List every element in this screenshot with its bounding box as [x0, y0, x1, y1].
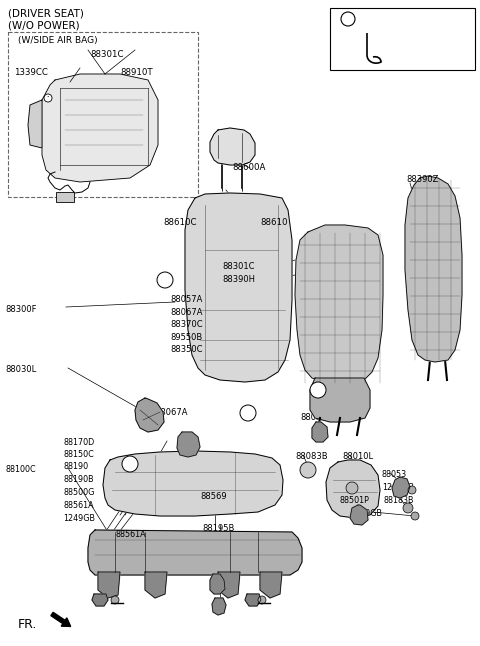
Polygon shape — [245, 594, 261, 606]
Polygon shape — [28, 100, 42, 148]
Text: 88067A: 88067A — [155, 408, 188, 417]
Polygon shape — [350, 505, 368, 525]
Text: 88910T: 88910T — [120, 68, 153, 77]
Text: (DRIVER SEAT): (DRIVER SEAT) — [8, 8, 84, 18]
Text: 88501P: 88501P — [340, 496, 370, 505]
Text: 1339CC: 1339CC — [14, 68, 48, 77]
Text: 88569: 88569 — [200, 492, 227, 501]
Circle shape — [44, 94, 52, 102]
Circle shape — [341, 12, 355, 26]
Text: 88067A: 88067A — [170, 308, 203, 317]
Polygon shape — [310, 378, 370, 422]
Circle shape — [408, 486, 416, 494]
Text: 1249GB: 1249GB — [350, 509, 382, 518]
Text: 88300F: 88300F — [5, 305, 36, 314]
Circle shape — [240, 405, 256, 421]
Text: 89550B: 89550B — [170, 333, 202, 342]
Polygon shape — [218, 572, 240, 598]
Text: 88500G: 88500G — [63, 488, 95, 497]
Polygon shape — [98, 572, 120, 598]
Text: FR.: FR. — [18, 618, 37, 631]
Text: 88301C: 88301C — [222, 262, 254, 271]
Circle shape — [403, 503, 413, 513]
Text: 88030L: 88030L — [5, 365, 36, 374]
Text: 88390H: 88390H — [222, 275, 255, 284]
Text: 88150C: 88150C — [63, 450, 94, 459]
Text: 88057A: 88057A — [170, 295, 203, 304]
Polygon shape — [92, 594, 108, 606]
Text: 1249GB: 1249GB — [382, 483, 414, 492]
Circle shape — [411, 512, 419, 520]
Polygon shape — [295, 225, 383, 384]
Text: a: a — [346, 14, 350, 23]
Text: 88053: 88053 — [382, 470, 407, 479]
Circle shape — [157, 272, 173, 288]
Circle shape — [122, 456, 138, 472]
Text: 88301C: 88301C — [90, 50, 123, 59]
Text: 88561A: 88561A — [115, 530, 145, 539]
Bar — [330, 8, 475, 70]
Polygon shape — [177, 432, 200, 457]
Polygon shape — [145, 572, 167, 598]
Polygon shape — [405, 176, 462, 362]
Text: 88561A: 88561A — [63, 501, 94, 510]
Polygon shape — [88, 530, 302, 575]
Polygon shape — [42, 74, 158, 182]
Text: a: a — [316, 386, 320, 395]
Text: 88390Z: 88390Z — [406, 175, 438, 184]
Text: a: a — [163, 275, 168, 284]
Polygon shape — [135, 398, 164, 432]
Text: 88100C: 88100C — [5, 465, 36, 474]
Text: 88190: 88190 — [63, 462, 88, 471]
Text: 88083B: 88083B — [295, 452, 328, 461]
Text: 88370C: 88370C — [170, 320, 203, 329]
Circle shape — [258, 596, 266, 604]
Text: 88610C: 88610C — [163, 218, 196, 227]
Text: 00824: 00824 — [360, 14, 391, 24]
Text: 88610: 88610 — [260, 218, 288, 227]
Text: 88190B: 88190B — [63, 475, 94, 484]
Text: a: a — [246, 408, 250, 417]
Text: 88057A: 88057A — [300, 413, 332, 422]
Circle shape — [111, 596, 119, 604]
FancyArrow shape — [51, 612, 71, 627]
Text: 88350C: 88350C — [170, 345, 203, 354]
Bar — [56, 192, 74, 202]
Text: a: a — [128, 459, 132, 468]
Polygon shape — [260, 572, 282, 598]
Text: (W/O POWER): (W/O POWER) — [8, 20, 80, 30]
Polygon shape — [210, 574, 225, 594]
Text: 88600A: 88600A — [232, 163, 265, 172]
Circle shape — [310, 382, 326, 398]
Polygon shape — [210, 128, 255, 165]
Text: •: • — [47, 96, 49, 100]
Circle shape — [346, 482, 358, 494]
Text: 88170D: 88170D — [63, 438, 94, 447]
Polygon shape — [103, 451, 283, 516]
Polygon shape — [212, 598, 226, 615]
Text: 1249GB: 1249GB — [63, 514, 95, 523]
Polygon shape — [326, 460, 380, 518]
Polygon shape — [312, 422, 328, 442]
Text: 88010L: 88010L — [342, 452, 373, 461]
Polygon shape — [392, 477, 410, 498]
Polygon shape — [185, 193, 292, 382]
Text: (W/SIDE AIR BAG): (W/SIDE AIR BAG) — [18, 36, 97, 45]
Circle shape — [300, 462, 316, 478]
Bar — [8, 32, 198, 197]
Text: 88183B: 88183B — [383, 496, 413, 505]
Text: 88195B: 88195B — [202, 524, 234, 533]
